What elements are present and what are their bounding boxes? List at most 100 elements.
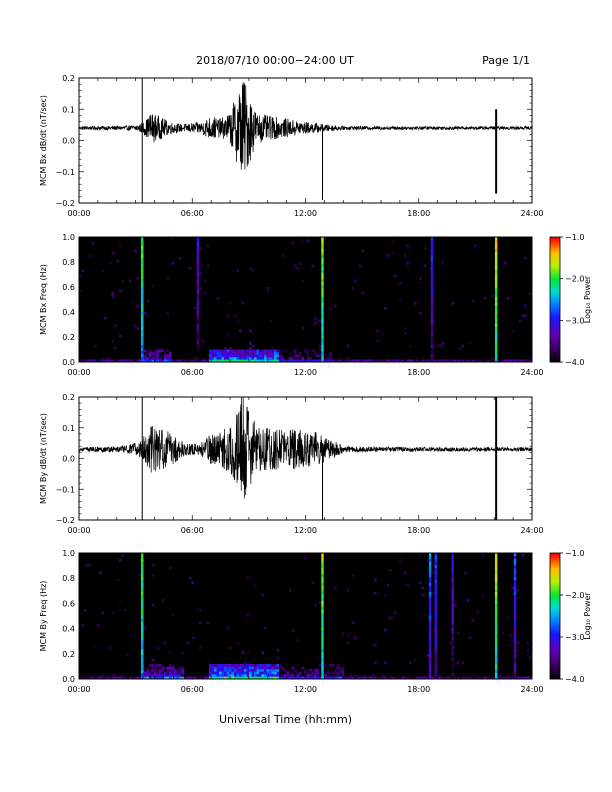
colorbar-step — [550, 297, 560, 300]
colorbar-step — [550, 662, 560, 665]
band-2 — [321, 553, 324, 679]
y-tick-label: 0.4 — [62, 308, 75, 317]
x-tick-label: 24:00 — [520, 685, 543, 694]
y-tick-label: 0.0 — [62, 675, 75, 684]
colorbar-step — [550, 262, 560, 265]
colorbar-step — [550, 676, 560, 680]
y-tick-label: 1.0 — [62, 549, 75, 558]
y-tick-label: −0.2 — [56, 516, 75, 525]
y-tick-label: 0.6 — [62, 599, 75, 608]
data-trace — [79, 397, 532, 499]
colorbar-tick-label: −4.0 — [565, 675, 584, 684]
colorbar-step — [550, 653, 560, 657]
colorbar-step — [550, 616, 560, 619]
colorbar-step — [550, 592, 560, 596]
colorbar-step — [550, 341, 560, 344]
colorbar-frame — [549, 236, 561, 363]
data-trace — [79, 82, 532, 170]
colorbar-step — [550, 264, 560, 267]
y-tick-label: 0.8 — [62, 574, 75, 583]
y-tick-label: 0.1 — [62, 424, 75, 433]
colorbar-step — [550, 237, 560, 240]
colorbar-step — [550, 603, 560, 606]
colorbar-step — [550, 668, 560, 672]
colorbar-step — [550, 343, 560, 346]
colorbar-step — [550, 622, 560, 625]
colorbar-step — [550, 322, 560, 325]
colorbar-step — [550, 624, 560, 627]
y-axis-label: MCM Bx dB/dt (nT/sec) — [39, 95, 48, 186]
colorbar-step — [550, 337, 560, 340]
colorbar-step — [550, 345, 560, 348]
y-tick-label: 0.2 — [62, 393, 75, 402]
colorbar-tick-label: −4.0 — [565, 358, 584, 367]
x-tick-label: 12:00 — [294, 685, 317, 694]
colorbar-step — [550, 299, 560, 303]
colorbar-step — [550, 272, 560, 275]
x-tick-label: 06:00 — [181, 368, 204, 377]
colorbar-step — [550, 660, 560, 663]
y-tick-label: −0.1 — [56, 168, 75, 177]
colorbar-step — [550, 291, 560, 294]
x-tick-label: 00:00 — [67, 685, 90, 694]
colorbar-step — [550, 349, 560, 353]
colorbar-step — [550, 649, 560, 653]
colorbar-step — [550, 280, 560, 284]
panel-3: 00:00 06:00 12:00 18:00 24:00 −0.2 −0.1 0.0 0.1 0… — [39, 393, 544, 535]
colorbar-step — [550, 239, 560, 242]
colorbar-step — [550, 672, 560, 676]
y-axis-label: MCM By Freq (Hz) — [39, 581, 48, 652]
colorbar-step — [550, 328, 560, 332]
colorbar-step — [550, 268, 560, 271]
colorbar-step — [550, 303, 560, 307]
colorbar-step — [550, 339, 560, 342]
colorbar-step — [550, 274, 560, 278]
colorbar-step — [550, 611, 560, 615]
colorbar-step — [550, 555, 560, 558]
x-tick-label: 24:00 — [520, 368, 543, 377]
y-tick-label: 0.2 — [62, 650, 75, 659]
colorbar-step — [550, 276, 560, 280]
colorbar-tick-label: −1.0 — [565, 549, 584, 558]
colorbar-step — [550, 632, 560, 636]
colorbar-step — [550, 278, 560, 282]
colorbar-step — [550, 351, 560, 355]
band-6 — [494, 553, 498, 679]
colorbar-step — [550, 255, 560, 259]
colorbar-step — [550, 320, 560, 323]
colorbar-step — [550, 574, 560, 577]
x-tick-label: 06:00 — [181, 209, 204, 218]
x-tick-label: 12:00 — [294, 368, 317, 377]
colorbar-step — [550, 571, 560, 575]
colorbar-step — [550, 561, 560, 564]
band-1 — [141, 237, 144, 362]
colorbar-step — [550, 584, 560, 588]
colorbar-step — [550, 651, 560, 655]
colorbar-step — [550, 599, 560, 602]
colorbar-step — [550, 559, 560, 562]
colorbar-step — [550, 295, 560, 298]
colorbar-step — [550, 569, 560, 573]
colorbar-step — [550, 293, 560, 296]
colorbar-step — [550, 326, 560, 330]
colorbar-step — [550, 324, 560, 328]
y-tick-label: 1.0 — [62, 233, 75, 242]
y-tick-label: 0.0 — [62, 137, 75, 146]
colorbar-label: Log₁₀ Power — [583, 592, 592, 640]
trace-group — [79, 397, 532, 520]
plot-frame — [78, 77, 533, 204]
colorbar-step — [550, 595, 560, 598]
colorbar-step — [550, 628, 560, 632]
colorbar-step — [550, 578, 560, 581]
y-tick-label: 0.2 — [62, 333, 75, 342]
colorbar-step — [550, 257, 560, 261]
spectrogram-cells — [79, 553, 532, 679]
x-tick-label: 24:00 — [520, 526, 543, 535]
colorbar-frame — [549, 552, 561, 680]
colorbar-step — [550, 347, 560, 350]
colorbar-step — [550, 601, 560, 604]
colorbar-step — [550, 301, 560, 305]
y-tick-label: 0.0 — [62, 455, 75, 464]
colorbar-step — [550, 645, 560, 648]
